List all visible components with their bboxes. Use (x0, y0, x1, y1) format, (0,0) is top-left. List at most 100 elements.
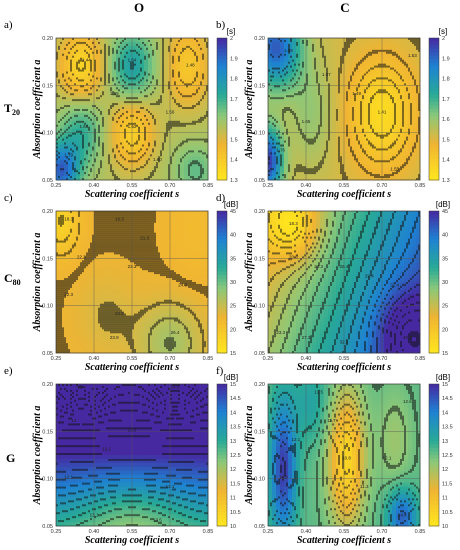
field-cell (204, 69, 209, 74)
field-cell (308, 101, 313, 106)
contour-line-seg (346, 95, 348, 98)
field-cell (280, 93, 285, 98)
field-cell (276, 152, 281, 157)
field-cell (144, 164, 149, 169)
contour-line-seg (66, 178, 68, 180)
contour-line-seg (340, 63, 342, 66)
field-cell (396, 109, 401, 114)
field-cell (152, 81, 157, 86)
contour-line-seg (128, 101, 130, 104)
contour-line-seg (114, 112, 116, 115)
contour-line-seg (368, 114, 370, 117)
field-cell (104, 172, 109, 177)
field-cell (144, 97, 149, 102)
contour-line-seg (78, 109, 80, 111)
field-cell (192, 109, 197, 114)
field-cell (192, 93, 197, 98)
contour-line-seg (138, 136, 140, 139)
contour-line-seg (88, 116, 90, 119)
field-cell (372, 136, 377, 141)
field-cell (68, 69, 73, 74)
contour-line-seg (294, 93, 296, 96)
colorbar-swatch (217, 140, 227, 145)
contour-line-seg (82, 140, 84, 143)
field-cell (64, 214, 69, 220)
contour-label: 1.76 (276, 148, 285, 153)
contour-line-seg (326, 150, 328, 153)
field-cell (380, 38, 385, 43)
contour-line-seg (88, 160, 90, 163)
contour-line-seg (112, 91, 114, 94)
field-cell (148, 164, 153, 169)
field-cell (388, 124, 393, 130)
field-cell (372, 73, 377, 78)
field-cell (324, 61, 329, 67)
field-cell (348, 65, 353, 70)
field-cell (96, 73, 101, 78)
contour-line-seg (188, 45, 190, 48)
field-cell (356, 69, 361, 74)
contour-line-seg (74, 51, 76, 54)
field-cell (380, 109, 385, 114)
field-cell (348, 41, 353, 47)
contour-line-seg (112, 47, 114, 50)
contour-line-seg (282, 174, 284, 177)
contour-line-seg (380, 63, 382, 66)
contour-line-seg (280, 39, 282, 42)
contour-line-seg (130, 144, 132, 147)
field-cell (100, 156, 105, 161)
field-cell (104, 89, 109, 94)
field-cell (324, 124, 329, 130)
field-cell (156, 45, 161, 51)
contour-line-seg (316, 81, 318, 84)
field-cell (140, 77, 145, 82)
field-cell (120, 152, 125, 157)
field-cell (144, 140, 149, 145)
contour-line-seg (198, 162, 200, 165)
field-cell (284, 152, 289, 157)
contour-line-seg (390, 144, 392, 147)
field-cell (284, 77, 289, 82)
contour-line-seg (174, 120, 176, 123)
contour-line-seg (300, 168, 302, 171)
contour-line-seg (328, 124, 330, 127)
contour-line-seg (196, 73, 198, 76)
contour-line-seg (152, 114, 154, 117)
field-cell (120, 97, 125, 102)
field-cell (64, 128, 69, 134)
field-cell (368, 168, 373, 173)
field-cell (164, 93, 169, 98)
field-cell (76, 53, 81, 59)
field-cell (108, 172, 113, 177)
field-cell (140, 57, 145, 63)
field-cell (376, 85, 381, 90)
contour-line-seg (394, 85, 396, 88)
field-cell (400, 168, 405, 173)
field-cell (96, 45, 101, 51)
contour-line-seg (114, 67, 116, 70)
contour-line-seg (86, 83, 88, 86)
field-cell (124, 120, 129, 126)
field-cell (56, 136, 61, 141)
field-cell (60, 38, 65, 43)
contour-line-seg (318, 83, 320, 86)
field-cell (384, 109, 389, 114)
field-cell (68, 105, 73, 110)
contour-line-seg (310, 170, 312, 173)
contour-line-seg (326, 140, 328, 143)
contour-line-seg (344, 53, 346, 56)
field-cell (312, 152, 317, 157)
field-cell (392, 164, 397, 169)
contour-line-seg (182, 95, 184, 98)
field-cell (296, 160, 301, 165)
field-cell (272, 105, 277, 110)
contour-line-seg (410, 109, 412, 111)
contour-line-seg (162, 45, 164, 48)
field-cell (396, 136, 401, 141)
field-cell (132, 109, 137, 114)
field-cell (164, 160, 169, 165)
contour-line-seg (128, 152, 130, 155)
contour-line-seg (360, 116, 362, 119)
field-cell (72, 325, 77, 330)
field-cell (192, 148, 197, 153)
